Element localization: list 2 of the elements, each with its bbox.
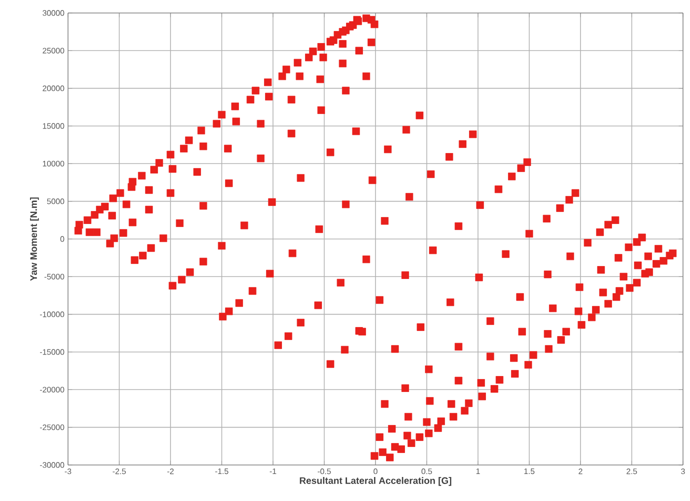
x-axis-title: Resultant Lateral Acceleration [G] xyxy=(300,476,452,486)
y-axis-title: Yaw Moment [N.m] xyxy=(30,197,39,281)
